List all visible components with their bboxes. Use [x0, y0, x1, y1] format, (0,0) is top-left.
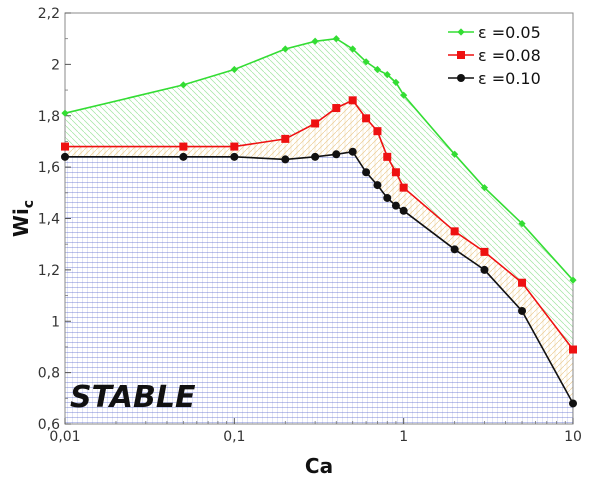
legend-label: ε =0.05 [478, 23, 541, 42]
data-point [480, 247, 489, 256]
data-point [450, 227, 459, 236]
data-point [480, 265, 489, 274]
legend: ε =0.05 ε =0.08 ε =0.10 [448, 23, 541, 88]
series-line [64, 37, 574, 281]
data-point [349, 45, 357, 53]
data-point [179, 152, 188, 161]
data-point [348, 96, 357, 105]
x-tick-label: 0,1 [223, 429, 245, 445]
data-point [518, 306, 527, 315]
data-point [332, 35, 340, 43]
legend-entry: ε =0.05 [448, 23, 541, 42]
data-point [383, 71, 391, 79]
data-point [230, 142, 239, 151]
y-axis-label: Wic [9, 200, 37, 237]
data-point [373, 127, 382, 136]
series-2 [61, 96, 577, 354]
y-axis-label-subscript: c [21, 200, 37, 208]
data-point [362, 114, 371, 123]
data-point [373, 181, 382, 190]
y-tick-label: 0,6 [38, 417, 60, 433]
y-tick-label: 1,8 [38, 109, 60, 125]
data-point [230, 152, 239, 161]
y-tick-label: 2,2 [38, 6, 60, 22]
y-tick-label: 1,2 [38, 263, 60, 279]
y-tick-label: 0,8 [38, 366, 60, 382]
y-axis-label-main: Wi [9, 208, 33, 237]
data-point [399, 206, 408, 215]
data-point [569, 345, 577, 354]
data-point [569, 276, 577, 284]
band-region-middle [65, 100, 573, 404]
data-point [61, 152, 69, 161]
series-1 [61, 35, 577, 284]
data-point [332, 104, 341, 113]
data-point [383, 193, 392, 202]
data-point [362, 58, 370, 66]
legend-marker [457, 51, 465, 59]
data-point [332, 150, 341, 159]
series-3 [61, 147, 577, 408]
series-line [65, 99, 574, 350]
data-point [230, 65, 238, 74]
legend-entry: ε =0.08 [448, 46, 541, 65]
data-point [281, 45, 289, 53]
data-point [480, 184, 489, 192]
data-point [311, 119, 320, 128]
data-point [362, 168, 371, 177]
legend-label: ε =0.10 [478, 69, 541, 88]
stable-annotation: STABLE [70, 380, 196, 415]
legend-label: ε =0.08 [478, 46, 541, 65]
data-point [450, 245, 459, 254]
data-point [348, 147, 357, 156]
data-point [61, 109, 69, 117]
data-point [179, 81, 187, 89]
data-point [518, 278, 527, 287]
data-point [569, 399, 577, 408]
x-tick-label: 0,01 [49, 429, 80, 445]
data-point [451, 150, 459, 158]
stable-region [65, 151, 573, 424]
data-point [392, 78, 400, 86]
y-tick-label: 1,4 [38, 212, 60, 228]
axis-ticks: 0,01 0,1 1 10 0,6 0,8 1 1,2 1,4 1,6 1,8 2 2,2 [38, 6, 582, 445]
band-region-upper [65, 38, 573, 350]
data-point [391, 201, 400, 210]
legend-entry: ε =0.10 [448, 69, 541, 88]
y-tick-label: 1,6 [38, 160, 60, 176]
data-point [399, 183, 408, 192]
data-point [311, 37, 319, 45]
x-tick-label: 10 [564, 429, 582, 445]
data-point [61, 142, 69, 151]
data-point [383, 152, 392, 161]
data-point [281, 134, 290, 143]
region-fills [65, 38, 573, 424]
legend-marker [457, 74, 465, 82]
series-line [65, 150, 574, 404]
x-tick-label: 1 [399, 429, 408, 445]
data-point [373, 65, 382, 74]
data-point [400, 91, 408, 99]
y-tick-label: 2 [51, 57, 60, 73]
x-axis-label: Ca [305, 454, 333, 478]
legend-marker [457, 28, 465, 36]
y-tick-label: 1 [51, 314, 60, 330]
data-point [311, 152, 320, 161]
data-point [179, 142, 188, 151]
data-point [518, 220, 526, 228]
series-layer [61, 35, 577, 408]
data-point [281, 155, 290, 164]
data-point [391, 168, 400, 177]
